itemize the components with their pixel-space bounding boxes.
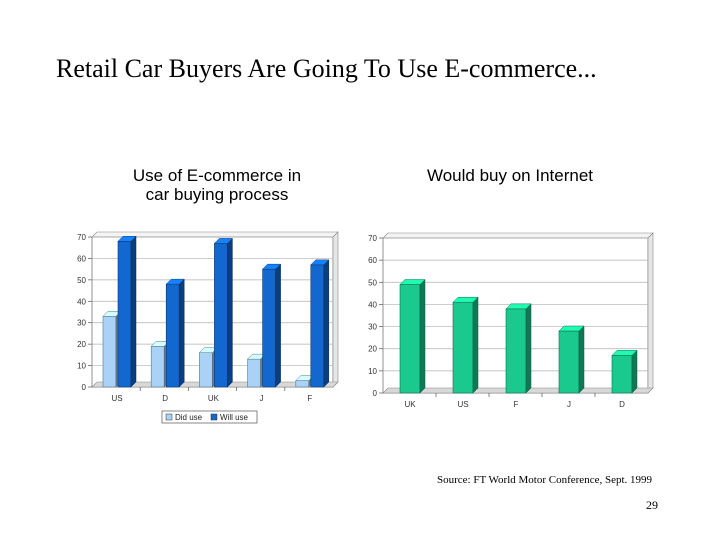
chart-0-xtick-label-F: F: [307, 394, 312, 403]
chart-0-ytick-label: 50: [77, 276, 86, 285]
chart-1-bar-top-D-0: [611, 350, 638, 356]
chart-1-bar-side-US-0: [472, 296, 479, 394]
page-number: 29: [646, 498, 658, 512]
chart-1-xtick-label-J: J: [567, 400, 571, 409]
chart-1-ytick-label: 40: [368, 300, 377, 309]
source-note: Source: FT World Motor Conference, Sept.…: [437, 474, 653, 486]
chart-0-ytick-label: 10: [77, 362, 86, 371]
chart-1-bar-D-0: [611, 355, 633, 394]
right-chart-title: Would buy on Internet: [426, 166, 593, 185]
chart-0-bar-US-0: [102, 315, 117, 388]
chart-0-bar-D-0: [150, 345, 165, 388]
chart-1-bar-side-F-0: [525, 303, 532, 394]
chart-0-legend: [161, 410, 258, 424]
chart-1-bar-US-0: [452, 301, 474, 394]
chart-0-legend-label-1: Will use: [220, 413, 249, 422]
chart-0-bar-top-US-1: [117, 236, 137, 242]
chart-0-xtick-label-D: D: [162, 394, 168, 403]
chart-0-ytick-label: 40: [77, 297, 86, 306]
chart-1-bar-top-J-0: [558, 325, 585, 332]
chart-0-bar-D-1: [165, 283, 180, 388]
chart-1-ytick-label: 60: [368, 256, 377, 265]
chart-1-ytick-label: 0: [373, 389, 378, 398]
chart-1-side-wall: [647, 232, 654, 394]
chart-0-ytick-label: 20: [77, 340, 86, 349]
chart-0-bar-F-0: [295, 380, 310, 388]
left-chart-title-line-2: car buying process: [145, 185, 289, 204]
chart-1-ytick-label: 70: [368, 234, 377, 243]
chart-0-bar-UK-0: [199, 352, 213, 388]
chart-0-bar-side-US-1: [130, 235, 137, 388]
chart-1-bar-top-F-0: [505, 303, 532, 310]
chart-0-bar-top-J-1: [261, 263, 282, 270]
chart-0-bar-J-1: [262, 268, 276, 388]
chart-0-xtick-label-US: US: [111, 394, 122, 403]
chart-1-bar-side-UK-0: [419, 278, 426, 394]
chart-0-side-wall: [332, 231, 339, 388]
chart-0-bar-J-0: [247, 358, 261, 388]
chart-1-ytick-label: 30: [368, 323, 377, 332]
chart-0-bar-top-UK-1: [213, 238, 234, 244]
chart-0-bar-top-F-1: [310, 259, 330, 266]
chart-1-bar-top-UK-0: [399, 279, 426, 285]
chart-0-bar-side-J-1: [275, 263, 281, 388]
slide-title: Retail Car Buyers Are Going To Use E-com…: [56, 54, 597, 83]
chart-1-ytick-label: 50: [368, 278, 377, 287]
chart-0-ytick-label: 0: [82, 383, 87, 392]
chart-0-ytick-label: 60: [77, 254, 86, 263]
chart-0-bar-side-UK-1: [227, 237, 233, 388]
chart-1-ytick-label: 10: [368, 367, 377, 376]
chart-1-bar-UK-0: [399, 284, 421, 394]
left-chart-title-line-1: Use of E-commerce in: [132, 166, 302, 185]
chart-0-bar-side-D-1: [178, 278, 185, 388]
chart-0-legend-label-0: Did use: [175, 413, 203, 422]
chart-0-bar-F-1: [310, 264, 325, 388]
chart-0-xtick-label-UK: UK: [208, 394, 220, 403]
chart-1-bar-side-J-0: [578, 325, 585, 394]
chart-1-bar-J-0: [558, 330, 580, 394]
chart-1-bar-F-0: [505, 308, 527, 394]
chart-1-xtick-label-D: D: [619, 400, 625, 409]
chart-1-ytick-label: 20: [368, 345, 377, 354]
chart-0-ytick-label: 30: [77, 319, 86, 328]
chart-0-ytick-label: 70: [77, 233, 86, 242]
left-chart-title: Use of E-commerce in car buying process: [92, 166, 342, 204]
chart-1-xtick-label-US: US: [457, 400, 468, 409]
chart-0-legend-swatch-0: [165, 413, 173, 421]
chart-0-bar-UK-1: [214, 243, 228, 388]
chart-0-legend-swatch-1: [210, 413, 218, 421]
chart-0-bar-top-D-1: [165, 278, 185, 285]
chart-1-bar-side-D-0: [631, 349, 638, 394]
chart-1-xtick-label-F: F: [514, 400, 519, 409]
chart-0-bar-US-1: [117, 240, 132, 388]
chart-1-bar-top-US-0: [452, 296, 479, 303]
chart-1-xtick-label-UK: UK: [404, 400, 416, 409]
chart-0-xtick-label-J: J: [260, 394, 264, 403]
chart-1-top-wall: [382, 232, 654, 239]
chart-0-bar-side-F-1: [323, 259, 330, 388]
